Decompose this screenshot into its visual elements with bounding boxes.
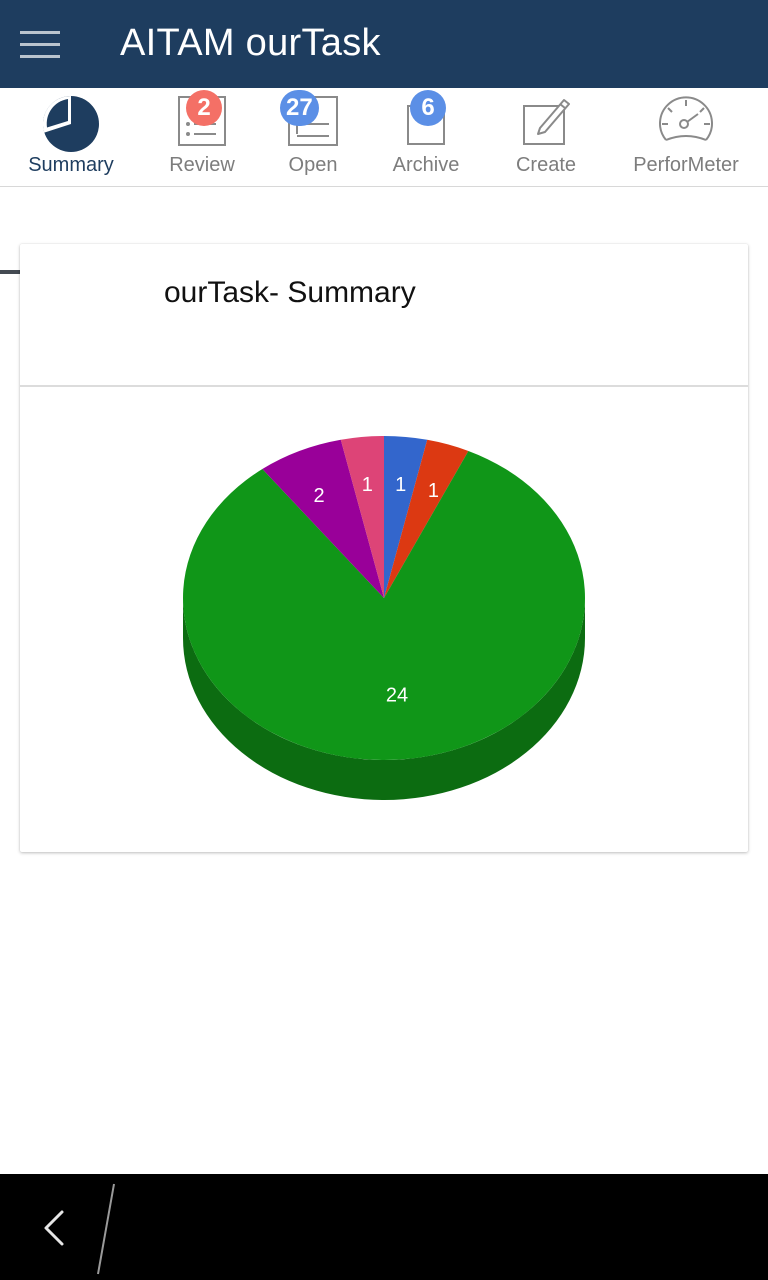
nav-divider	[97, 1183, 115, 1275]
system-nav-bar	[0, 1174, 768, 1280]
tab-summary[interactable]: Summary	[0, 88, 142, 186]
pie-slice-1	[384, 439, 469, 598]
review-count-badge: 2	[186, 90, 222, 126]
speedometer-icon	[659, 96, 713, 141]
pie-label-2: 24	[386, 685, 408, 707]
open-count-badge: 27	[280, 90, 319, 126]
tab-label: Archive	[392, 154, 460, 176]
card-divider	[20, 385, 748, 387]
tab-archive[interactable]: 6 Archive	[364, 88, 488, 186]
card-title: ourTask- Summary	[164, 276, 416, 309]
tab-create[interactable]: Create	[488, 88, 604, 186]
tab-label: PerforMeter	[633, 154, 739, 176]
pie-label-3: 2	[313, 485, 324, 507]
pie-slice-2	[183, 450, 585, 760]
tab-bar: Summary 2 Review 27 Open 6 Archive	[0, 88, 768, 274]
tab-label: Create	[515, 154, 577, 176]
edit-pencil-icon	[523, 99, 570, 145]
pie-label-4: 1	[362, 474, 373, 496]
back-arrow-icon[interactable]	[36, 1204, 80, 1252]
tab-label: Open	[288, 154, 338, 176]
pie-slice-0	[384, 436, 428, 598]
pie-chart-icon	[42, 95, 99, 152]
hamburger-menu-icon[interactable]	[20, 28, 60, 60]
pie-label-1: 1	[428, 480, 439, 502]
tab-open[interactable]: 27 Open	[262, 88, 364, 186]
app-title: AITAM ourTask	[120, 22, 381, 64]
tab-label: Review	[169, 154, 235, 176]
pie-slice-3	[262, 439, 384, 598]
tab-performeter[interactable]: PerforMeter	[604, 88, 768, 186]
tab-label: Summary	[28, 154, 114, 176]
summary-card: ourTask- Summary 1 1 24 2 1	[20, 244, 748, 852]
archive-count-badge: 6	[410, 90, 446, 126]
pie-side-2	[183, 598, 585, 800]
tab-review[interactable]: 2 Review	[142, 88, 262, 186]
pie-label-0: 1	[395, 474, 406, 496]
pie-slice-4	[340, 436, 384, 598]
app-bar: AITAM ourTask	[0, 0, 768, 88]
